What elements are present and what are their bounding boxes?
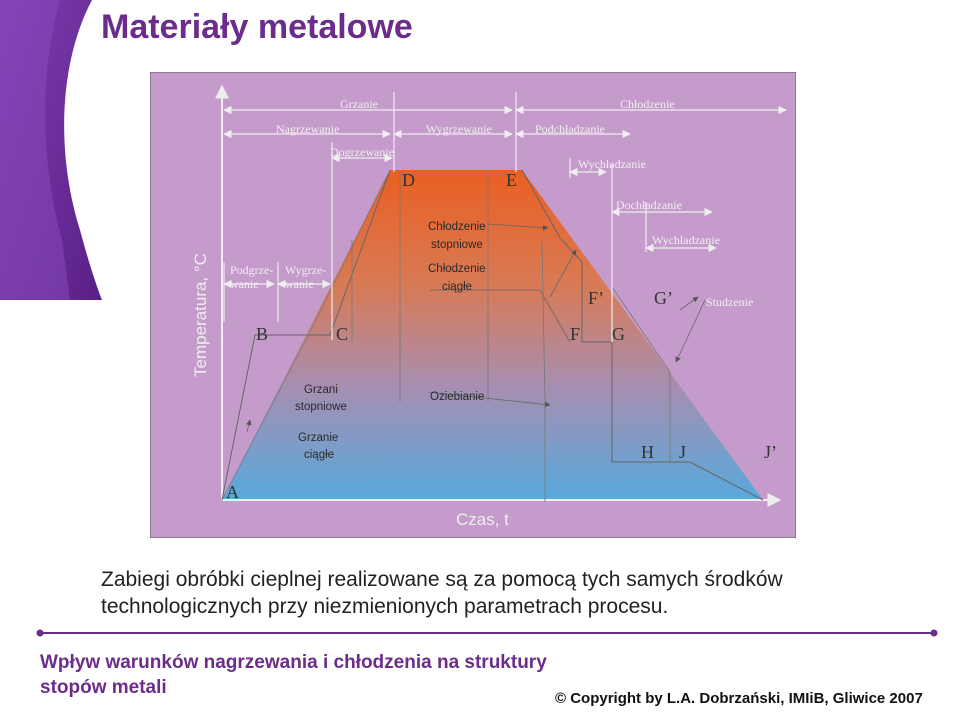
method-chlodzenie-stopniowe-2: stopniowe [431,239,483,251]
oziebianie-leader [427,391,551,408]
stepwise-cooling-right [582,341,764,501]
phase-studzenie: Studzenie [706,295,753,309]
g-prime-leader [675,299,706,363]
phase-podchladzanie: Podchładzanie [535,122,605,136]
temperature-profile-area [222,170,763,500]
method-oziebianie: Oziebianie [430,391,484,403]
point-f: F [570,324,580,344]
heat-treatment-diagram: Temperatura, °C Czas, t Grzanie Chłodzen… [150,72,796,538]
point-a: A [226,482,239,502]
method-grzanie-stopniowe-1: Grzani [304,384,338,396]
method-grzanie-ciagle-2: ciągłe [304,449,334,461]
point-d: D [402,170,415,190]
point-h: H [641,442,654,462]
phase-arrows [223,92,787,342]
phase-dochladzanie: Dochładzanie [616,198,682,212]
method-chlodzenie-ciagle-1: Chłodzenie [428,263,486,275]
phase-chlodzenie: Chłodzenie [620,97,675,111]
method-chlodzenie-stopniowe-1: Chłodzenie [428,221,486,233]
continuous-cooling-path [430,289,571,343]
point-j: J [679,442,686,462]
grzanie-ciagle-leader [246,419,252,433]
decorative-swoosh [0,0,102,300]
phase-podgrzewanie-1: Podgrze- [230,263,273,277]
phase-wygrzewanie-small-2: wanie [285,277,314,291]
slide-title: Materiały metalowe [101,8,413,46]
phase-grzanie: Grzanie [340,97,378,111]
phase-nagrzewanie: Nagrzewanie [276,122,339,136]
phase-wychladzanie-right: Wychładzanie [652,233,720,247]
footer-divider [36,629,938,637]
point-e: E [506,170,517,190]
y-axis-label: Temperatura, °C [191,253,210,377]
caption: Zabiegi obróbki cieplnej realizowane są … [101,566,921,620]
method-grzanie-ciagle-1: Grzanie [298,432,338,444]
phase-dogrzewanie: Dogrzewanie [330,145,394,159]
x-axis-label: Czas, t [456,510,509,529]
point-j-prime: J’ [764,442,777,462]
phase-podgrzewanie-2: wanie [230,277,259,291]
caption-line-1: Zabiegi obróbki cieplnej realizowane są … [101,568,783,591]
footer-title-line-2: stopów metali [40,677,167,698]
point-g: G [612,324,625,344]
method-chlodzenie-ciagle-2: ciągłe [442,281,472,293]
caption-line-2: technologicznych przy niezmienionych par… [101,595,669,618]
slow-cooling-line [611,286,671,462]
g-leader [679,296,699,311]
point-g-prime: G’ [654,288,673,308]
point-f-prime: F’ [588,288,604,308]
copyright-notice: © Copyright by L.A. Dobrzański, IMIiB, G… [555,690,923,707]
footer-title-line-1: Wpływ warunków nagrzewania i chłodzenia … [40,652,547,673]
continuous-heating-path [221,169,391,501]
method-grzanie-stopniowe-2: stopniowe [295,401,347,413]
footer-title: Wpływ warunków nagrzewania i chłodzenia … [40,650,640,700]
phase-wygrzewanie-small-1: Wygrze- [285,263,326,277]
step-heating-path [221,169,391,501]
point-c: C [336,324,348,344]
chlodzenie-stopniowe-leader [487,223,549,231]
phase-wychladzanie-top: Wychładzanie [578,157,646,171]
phase-wygrzewanie: Wygrzewanie [426,122,492,136]
point-b: B [256,324,268,344]
f-leader [549,249,577,298]
